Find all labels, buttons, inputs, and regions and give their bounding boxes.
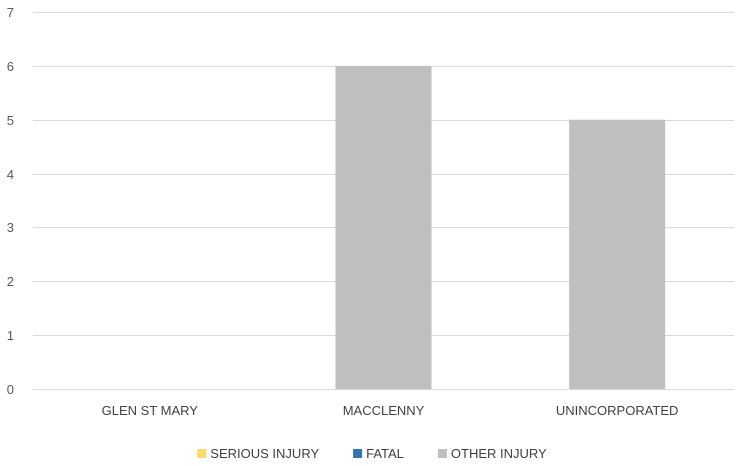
legend-swatch [353, 449, 363, 458]
legend-item: SERIOUS INJURY [197, 446, 319, 461]
y-tick-label: 1 [7, 328, 14, 343]
y-tick-label: 2 [7, 274, 14, 289]
legend: SERIOUS INJURY FATAL OTHER INJURY [197, 446, 547, 461]
y-tick-label: 4 [7, 167, 14, 182]
y-tick-label: 5 [7, 113, 14, 128]
y-tick-label: 0 [7, 382, 14, 397]
bars [335, 65, 666, 389]
y-tick-label: 7 [7, 5, 14, 20]
bar-other-injury [569, 119, 666, 389]
bar-other-injury [335, 65, 432, 389]
legend-swatch [437, 449, 447, 458]
legend-item: FATAL [353, 446, 404, 461]
x-axis-category-labels: GLEN ST MARY MACCLENNY UNINCORPORATED [102, 403, 679, 418]
legend-label: OTHER INJURY [451, 446, 547, 461]
legend-swatch [197, 449, 207, 458]
legend-label: SERIOUS INJURY [210, 446, 319, 461]
x-category-label: UNINCORPORATED [556, 403, 679, 418]
x-category-label: MACCLENNY [343, 403, 425, 418]
y-tick-label: 6 [7, 59, 14, 74]
y-tick-label: 3 [7, 220, 14, 235]
y-axis-tick-labels: 0 1 2 3 4 5 6 7 [7, 5, 14, 397]
x-category-label: GLEN ST MARY [102, 403, 199, 418]
legend-label: FATAL [366, 446, 404, 461]
legend-item: OTHER INJURY [437, 446, 547, 461]
